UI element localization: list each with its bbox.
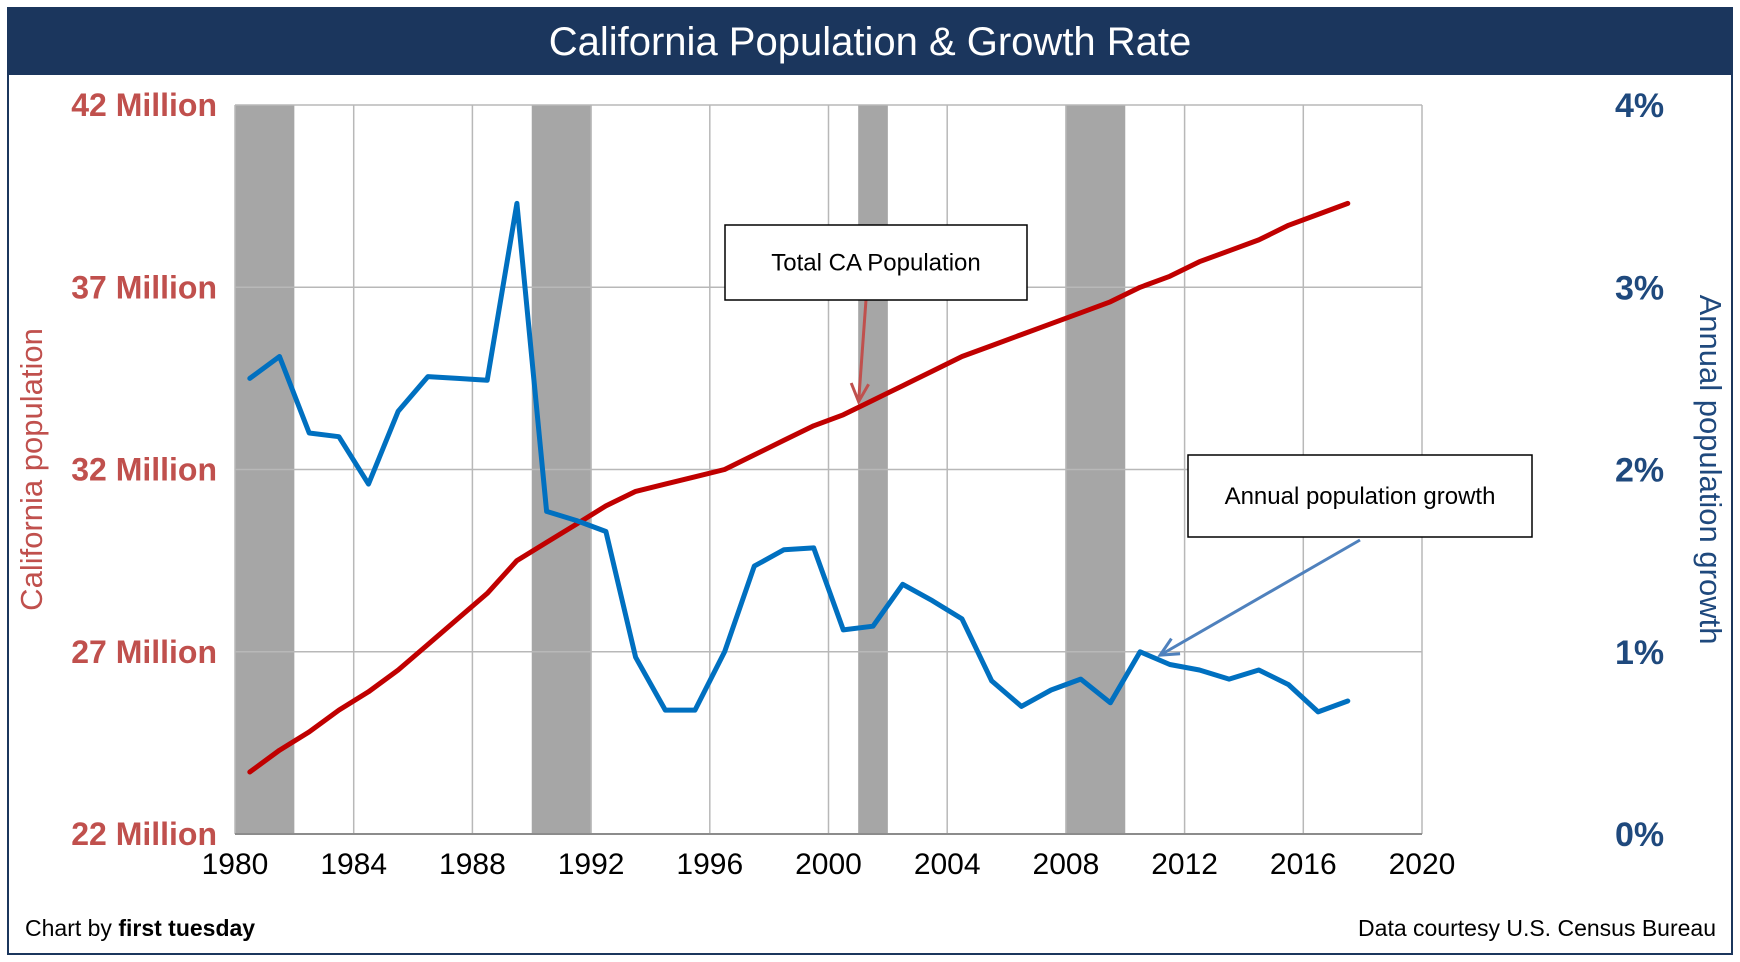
x-tick-label: 2000	[795, 848, 862, 881]
credit-text: Chart by first tuesday	[25, 915, 255, 942]
x-tick-label: 2016	[1270, 848, 1337, 881]
x-tick-label: 1988	[439, 848, 506, 881]
callout-arrow-line	[857, 299, 868, 402]
population-line	[247, 200, 1351, 775]
source-text: Data courtesy U.S. Census Bureau	[1358, 915, 1716, 941]
y-left-tick-label: 27 Million	[71, 634, 217, 670]
callout-arrow-head	[1157, 637, 1181, 657]
y-left-tick-label: 37 Million	[71, 269, 217, 305]
y-left-tick-label: 32 Million	[71, 452, 217, 488]
y-right-tick-label: 2%	[1615, 452, 1664, 490]
callout-box	[1187, 454, 1533, 538]
y-left-tick-label: 22 Million	[71, 816, 217, 852]
x-tick-label: 1980	[202, 848, 269, 881]
callout-label: Total CA Population	[771, 250, 980, 277]
x-tick-label: 1984	[320, 848, 387, 881]
growth-rate-line	[247, 200, 1351, 715]
y-right-tick-label: 0%	[1615, 816, 1664, 854]
x-tick-label: 2004	[914, 848, 981, 881]
chart-title: California Population & Growth Rate	[7, 7, 1733, 75]
x-tick-label: 1992	[558, 848, 625, 881]
x-tick-label: 2012	[1151, 848, 1218, 881]
credit-name: first tuesday	[118, 915, 256, 941]
x-tick-label: 1996	[676, 848, 743, 881]
y-right-tick-label: 1%	[1615, 634, 1664, 672]
y-left-tick-label: 42 Million	[71, 87, 217, 123]
callout-box	[724, 224, 1028, 301]
y-right-tick-label: 3%	[1615, 269, 1664, 307]
callout-arrow-line	[1159, 538, 1361, 657]
x-tick-label: 2020	[1389, 848, 1456, 881]
callout-label: Annual population growth	[1225, 483, 1496, 510]
x-tick-label: 2008	[1033, 848, 1100, 881]
y-left-axis-title: California population	[14, 328, 49, 611]
credit-prefix: Chart by	[25, 915, 119, 941]
y-right-tick-label: 4%	[1615, 87, 1664, 125]
y-right-axis-title: Annual population growth	[1693, 295, 1728, 645]
callout-arrow-head	[849, 382, 870, 406]
